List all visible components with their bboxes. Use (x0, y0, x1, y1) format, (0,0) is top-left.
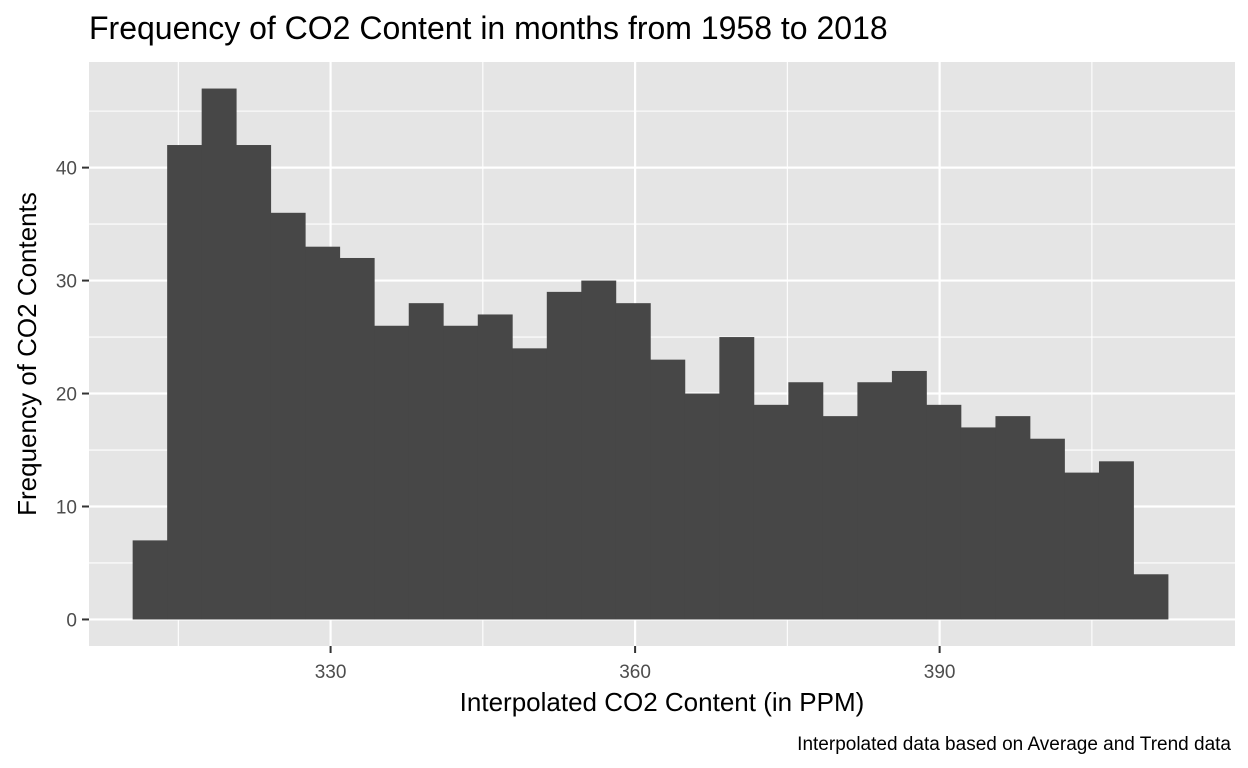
histogram-bar (822, 416, 858, 620)
histogram-bar (201, 88, 237, 620)
y-tick-label: 0 (66, 610, 77, 631)
histogram-bar (1098, 461, 1134, 620)
y-tick-label: 20 (56, 385, 77, 406)
y-tick-label: 30 (56, 272, 77, 293)
histogram-bar (753, 404, 789, 620)
histogram-bar (926, 404, 962, 620)
histogram-bar (960, 427, 996, 620)
x-tick-label: 330 (315, 662, 347, 683)
histogram-bar (132, 540, 168, 620)
histogram-bar (512, 348, 548, 620)
chart-title: Frequency of CO2 Content in months from … (89, 10, 888, 46)
histogram-bar (581, 280, 617, 620)
x-tick-label: 390 (924, 662, 956, 683)
histogram-bar (477, 314, 513, 620)
histogram-bar (995, 416, 1031, 620)
histogram-bar (857, 382, 893, 620)
chart-caption: Interpolated data based on Average and T… (797, 734, 1231, 755)
histogram-bar (546, 291, 582, 620)
bars (132, 88, 1169, 620)
histogram-bar (408, 303, 444, 620)
y-tick-label: 40 (56, 159, 77, 180)
x-axis-title: Interpolated CO2 Content (in PPM) (460, 687, 865, 717)
histogram-bar (1133, 574, 1169, 620)
histogram-bar (270, 212, 306, 620)
histogram-bar (443, 325, 479, 620)
histogram-bar (305, 246, 341, 620)
histogram-bar (891, 370, 927, 620)
y-axis-title: Frequency of CO2 Contents (12, 192, 42, 516)
histogram-bar (615, 303, 651, 620)
histogram-bar (374, 325, 410, 620)
histogram-bar (339, 257, 375, 620)
histogram-bar (788, 382, 824, 620)
histogram-bar (719, 337, 755, 620)
x-axis: 330 360 390 (315, 646, 956, 683)
histogram-bar (167, 145, 203, 620)
histogram-bar (1064, 472, 1100, 620)
histogram-bar (1029, 438, 1065, 620)
y-axis: 0 10 20 30 40 (56, 159, 89, 631)
histogram-bar (236, 145, 272, 620)
histogram-bar (684, 393, 720, 620)
x-tick-label: 360 (619, 662, 651, 683)
histogram-bar (650, 359, 686, 620)
y-tick-label: 10 (56, 497, 77, 518)
